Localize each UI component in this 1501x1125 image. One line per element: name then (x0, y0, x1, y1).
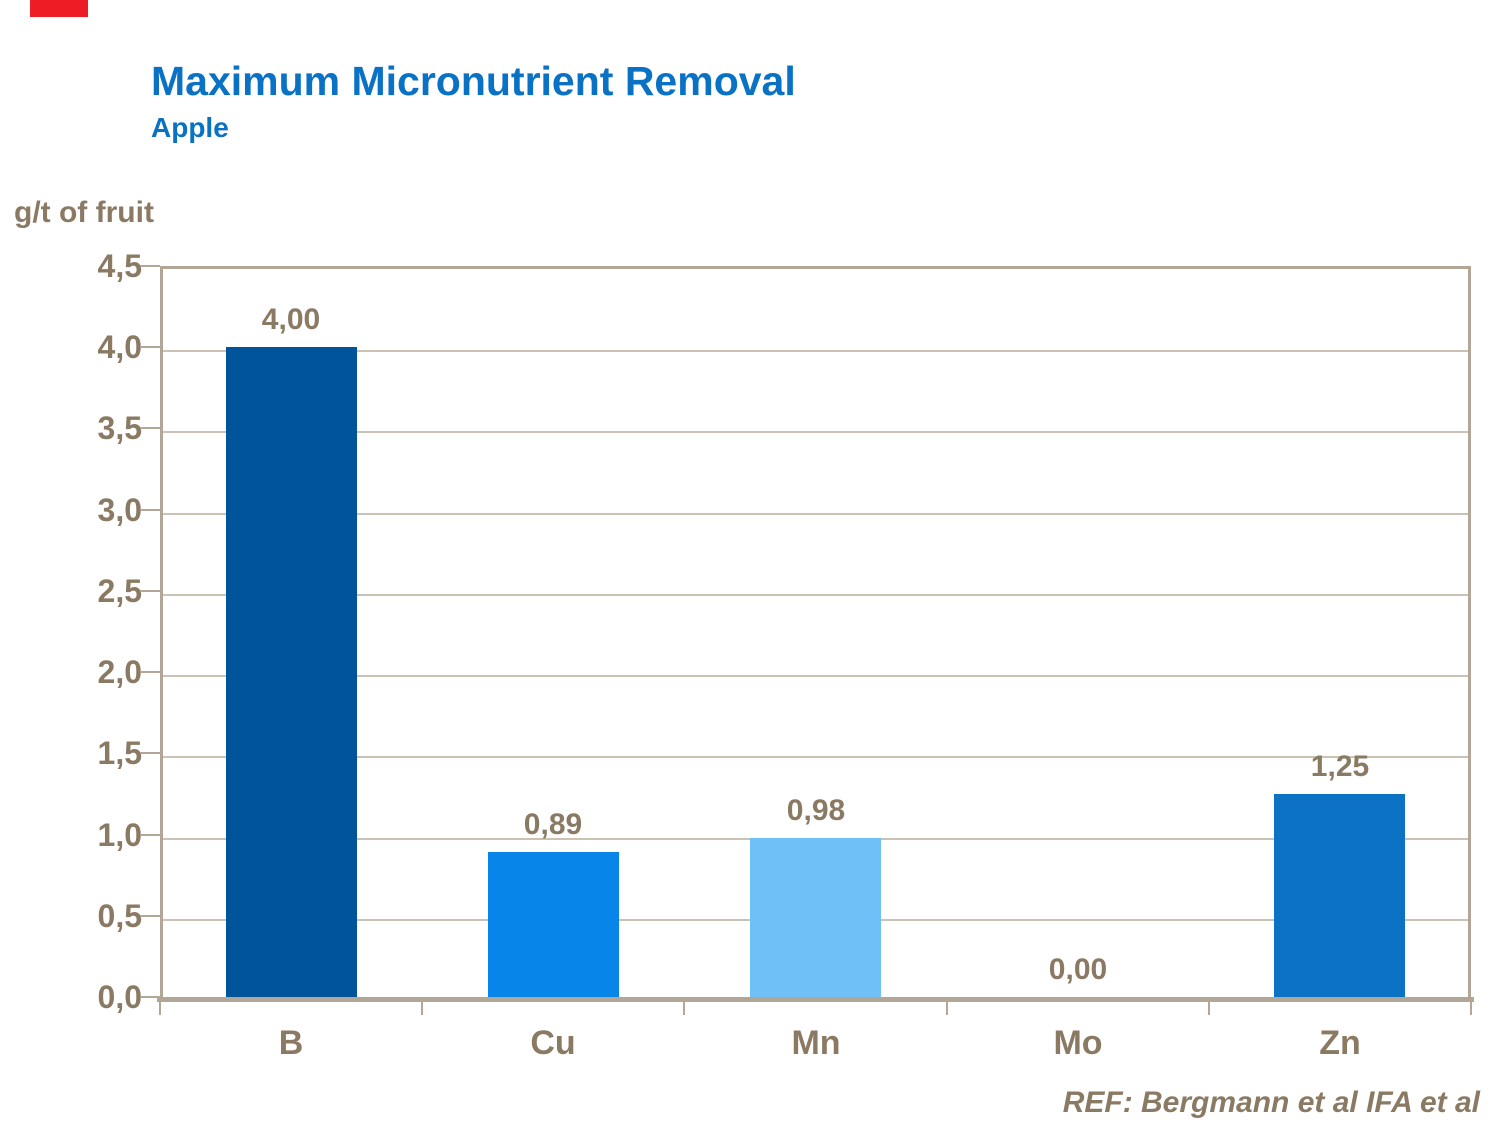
chart-title: Maximum Micronutrient Removal (151, 58, 796, 104)
y-tick-label-3,0: 3,0 (97, 492, 142, 528)
x-axis-baseline (157, 997, 1474, 1002)
bar-Zn (1274, 794, 1405, 997)
gridline-3,0 (163, 513, 1468, 515)
y-tick-label-0,0: 0,0 (97, 979, 142, 1015)
y-tick-mark (140, 590, 160, 592)
bar-Cu (488, 852, 619, 997)
slide-accent-bar (30, 0, 88, 17)
y-tick-label-1,0: 1,0 (97, 817, 142, 853)
x-category-label-Zn: Zn (1319, 1024, 1361, 1062)
y-tick-label-2,5: 2,5 (97, 573, 142, 609)
gridline-3,5 (163, 431, 1468, 433)
y-tick-label-0,5: 0,5 (97, 898, 142, 934)
y-tick-mark (140, 265, 160, 267)
x-tick-mark (683, 1002, 685, 1015)
bar-B (226, 347, 357, 997)
x-tick-mark (421, 1002, 423, 1015)
y-axis-unit-label: g/t of fruit (14, 196, 154, 229)
y-tick-label-2,0: 2,0 (97, 654, 142, 690)
value-label-Cu: 0,89 (523, 808, 583, 841)
y-tick-mark (140, 752, 160, 754)
value-label-B: 4,00 (261, 303, 321, 336)
reference-text: REF: Bergmann et al IFA et al (1062, 1086, 1480, 1119)
value-label-Zn: 1,25 (1310, 750, 1370, 783)
value-label-Mn: 0,98 (786, 794, 846, 827)
y-tick-mark (140, 996, 160, 998)
x-tick-mark (946, 1002, 948, 1015)
gridline-4,0 (163, 350, 1468, 352)
x-tick-mark (1470, 1002, 1472, 1015)
x-tick-mark (1208, 1002, 1210, 1015)
x-category-label-Mo: Mo (1053, 1024, 1103, 1062)
y-tick-label-1,5: 1,5 (97, 735, 142, 771)
gridline-2,0 (163, 675, 1468, 677)
x-category-label-Cu: Cu (530, 1024, 576, 1062)
y-tick-mark (140, 427, 160, 429)
bar-Mn (750, 838, 881, 997)
gridline-2,5 (163, 594, 1468, 596)
y-tick-mark (140, 915, 160, 917)
x-category-label-B: B (278, 1024, 304, 1062)
y-tick-label-3,5: 3,5 (97, 410, 142, 446)
chart-subtitle: Apple (151, 112, 229, 143)
y-tick-mark (140, 346, 160, 348)
y-tick-mark (140, 671, 160, 673)
y-tick-label-4,0: 4,0 (97, 329, 142, 365)
x-category-label-Mn: Mn (791, 1024, 841, 1062)
y-tick-mark (140, 834, 160, 836)
y-tick-mark (140, 509, 160, 511)
gridline-1,5 (163, 756, 1468, 758)
value-label-Mo: 0,00 (1048, 953, 1108, 986)
x-tick-mark (159, 1002, 161, 1015)
y-tick-label-4,5: 4,5 (97, 248, 142, 284)
